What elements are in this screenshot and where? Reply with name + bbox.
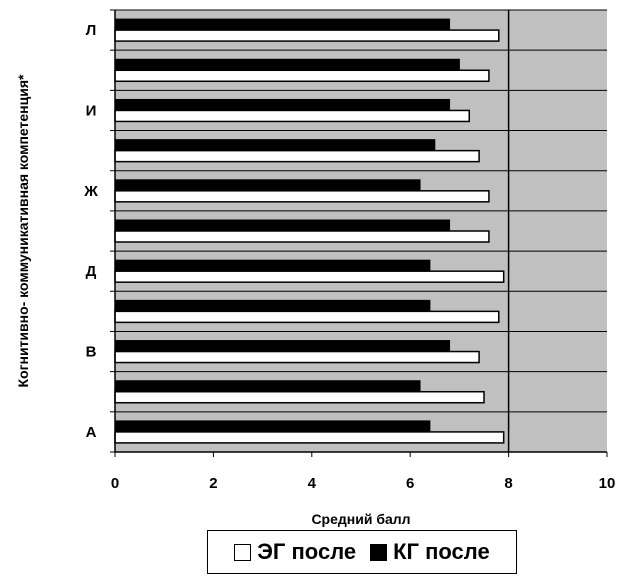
bar-kg-И bbox=[114, 98, 451, 111]
bar-kg-А bbox=[114, 420, 431, 433]
legend-item-kg: КГ после bbox=[370, 539, 490, 565]
legend: ЭГ после КГ после bbox=[207, 530, 517, 574]
legend-label-eg: ЭГ после bbox=[257, 539, 357, 564]
bar-eg-Д bbox=[114, 270, 505, 283]
y-tick-label: Ж bbox=[83, 183, 98, 200]
bar-kg-Г bbox=[114, 299, 431, 312]
bar-kg-Д bbox=[114, 259, 431, 272]
y-tick-label: Д bbox=[86, 263, 97, 280]
y-tick-label: В bbox=[86, 344, 97, 361]
x-tick-label: 10 bbox=[599, 475, 616, 492]
x-tick-label: 4 bbox=[308, 475, 317, 492]
x-tick-label: 0 bbox=[111, 475, 119, 492]
bar-eg-А bbox=[114, 431, 505, 444]
bar-kg-З bbox=[114, 139, 436, 152]
x-tick-label: 8 bbox=[504, 475, 512, 492]
bar-eg-И bbox=[114, 109, 470, 123]
legend-item-eg: ЭГ после bbox=[234, 539, 356, 565]
bar-kg-Л bbox=[114, 18, 451, 31]
legend-swatch-white bbox=[234, 543, 252, 561]
bar-eg-Г bbox=[114, 310, 500, 324]
y-tick-label: А bbox=[86, 424, 97, 441]
bar-eg-Е bbox=[114, 230, 490, 243]
y-tick-label: И bbox=[86, 102, 97, 119]
bar-kg-К bbox=[114, 58, 460, 71]
bar-eg-З bbox=[114, 149, 480, 163]
bar-eg-Ж bbox=[114, 190, 490, 203]
x-tick-label: 2 bbox=[209, 475, 217, 492]
bar-kg-Е bbox=[114, 219, 451, 232]
bar-kg-В bbox=[114, 340, 451, 353]
y-tick-label: Л bbox=[86, 22, 97, 39]
x-axis-title: Средний балл bbox=[311, 511, 410, 527]
legend-label-kg: КГ после bbox=[393, 539, 490, 564]
bar-eg-К bbox=[114, 69, 490, 83]
bar-eg-Б bbox=[114, 390, 485, 404]
bar-kg-Ж bbox=[114, 179, 421, 192]
bar-kg-Б bbox=[114, 380, 421, 393]
bar-eg-Л bbox=[114, 29, 500, 42]
bar-eg-В bbox=[114, 350, 480, 364]
legend-swatch-black bbox=[370, 543, 388, 561]
x-tick-label: 6 bbox=[406, 475, 414, 492]
y-axis-title: Когнитивно- коммуникативная компетенция* bbox=[15, 74, 31, 387]
